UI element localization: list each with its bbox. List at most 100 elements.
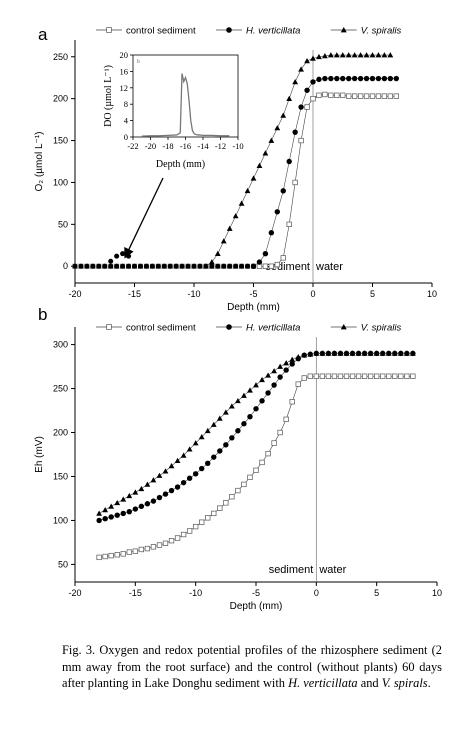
data-point (250, 263, 257, 269)
data-point (307, 373, 313, 379)
baseline-point (131, 263, 138, 269)
y-tick-label: 100 (53, 177, 68, 187)
x-tick-label: 5 (374, 588, 379, 598)
data-point (244, 187, 251, 194)
data-point (410, 373, 416, 379)
y-axis-label: Eh (mV) (34, 436, 45, 473)
baseline-point (143, 263, 150, 269)
series-v-spiralis (96, 350, 416, 516)
data-point (304, 87, 310, 93)
data-point (277, 363, 284, 369)
baseline-point (72, 263, 78, 269)
data-point (387, 75, 394, 82)
baseline-point (221, 263, 227, 269)
data-point (256, 259, 263, 265)
data-point (369, 75, 376, 82)
baseline-point (78, 263, 84, 269)
data-point (298, 137, 304, 144)
legend-entry: control sediment (96, 323, 196, 334)
baseline-point (90, 263, 96, 269)
series-v-spiralis (203, 52, 394, 269)
data-point (363, 75, 370, 82)
data-point (404, 373, 410, 379)
data-point (292, 179, 298, 186)
data-point (108, 552, 114, 559)
inset-x-tick-label: -12 (215, 141, 226, 151)
data-point (108, 514, 114, 520)
data-point (262, 250, 269, 257)
inset-y-axis-label: DO (µmol L⁻¹) (103, 65, 114, 127)
data-point (334, 92, 340, 98)
baseline-point (113, 263, 120, 269)
data-point (241, 481, 247, 488)
y-tick-label: 50 (58, 219, 68, 229)
inset-y-tick-label: 0 (124, 132, 128, 142)
series-h-verticillata (250, 75, 399, 269)
legend-marker (106, 27, 112, 33)
y-tick-label: 250 (53, 384, 68, 394)
data-point (292, 78, 299, 85)
x-axis-label: Depth (mm) (227, 302, 280, 313)
data-point (186, 446, 193, 452)
data-point (247, 387, 253, 393)
data-point (316, 76, 322, 83)
legend-entry: V. spiralis (330, 26, 401, 37)
data-point (204, 427, 211, 434)
inset-y-tick-label: 16 (120, 66, 129, 76)
data-point (222, 409, 229, 415)
inset-frame (132, 54, 239, 138)
data-point (292, 129, 298, 135)
data-point (295, 381, 301, 387)
data-point (310, 96, 316, 102)
data-point (316, 92, 322, 98)
data-point (289, 356, 296, 362)
data-point (102, 553, 108, 560)
data-point (180, 479, 187, 486)
data-point (397, 350, 404, 356)
data-point (96, 510, 103, 516)
baseline-point (244, 263, 251, 269)
data-point (319, 350, 326, 356)
data-point (322, 75, 328, 82)
inset-x-tick-label: -18 (162, 141, 173, 151)
data-point (340, 75, 346, 82)
data-point (132, 548, 138, 554)
data-point (346, 75, 352, 82)
inset-y-tick-label: 8 (124, 99, 128, 109)
baseline-point (137, 263, 144, 269)
x-tick-label: -10 (189, 588, 202, 598)
data-point (343, 373, 350, 379)
data-point (283, 416, 289, 422)
baseline-point (179, 263, 185, 269)
data-point (256, 162, 263, 169)
panel-label: b (38, 305, 47, 324)
data-point (132, 489, 139, 495)
inset-chart: -22 -20 -18 -16 -14 -12 -10 0 4 8 12 16 20 b Depth (mm… (103, 50, 244, 170)
inset-x-axis-label: Depth (mm) (156, 159, 205, 170)
data-point (247, 413, 253, 420)
x-tick-label: -10 (187, 289, 200, 299)
data-point (174, 484, 181, 490)
data-point (199, 465, 205, 472)
data-point (138, 546, 145, 553)
data-point (168, 463, 175, 469)
data-point (96, 517, 102, 524)
data-point (277, 374, 283, 380)
x-tick-label: 0 (314, 588, 319, 598)
data-point (238, 200, 245, 206)
data-point (144, 481, 151, 487)
data-point (387, 93, 393, 99)
y-tick-label: 50 (58, 559, 68, 569)
data-point (180, 452, 187, 458)
y-tick-label: 0 (63, 261, 68, 271)
data-point (168, 487, 175, 494)
data-point (232, 213, 239, 219)
y-tick-label: 100 (53, 515, 68, 525)
legend-label: V. spiralis (361, 323, 402, 334)
data-point (162, 540, 169, 546)
y-tick-label: 150 (53, 471, 68, 481)
inset-y-tick-label: 4 (124, 116, 129, 126)
data-point (193, 523, 199, 530)
data-point (289, 361, 295, 367)
